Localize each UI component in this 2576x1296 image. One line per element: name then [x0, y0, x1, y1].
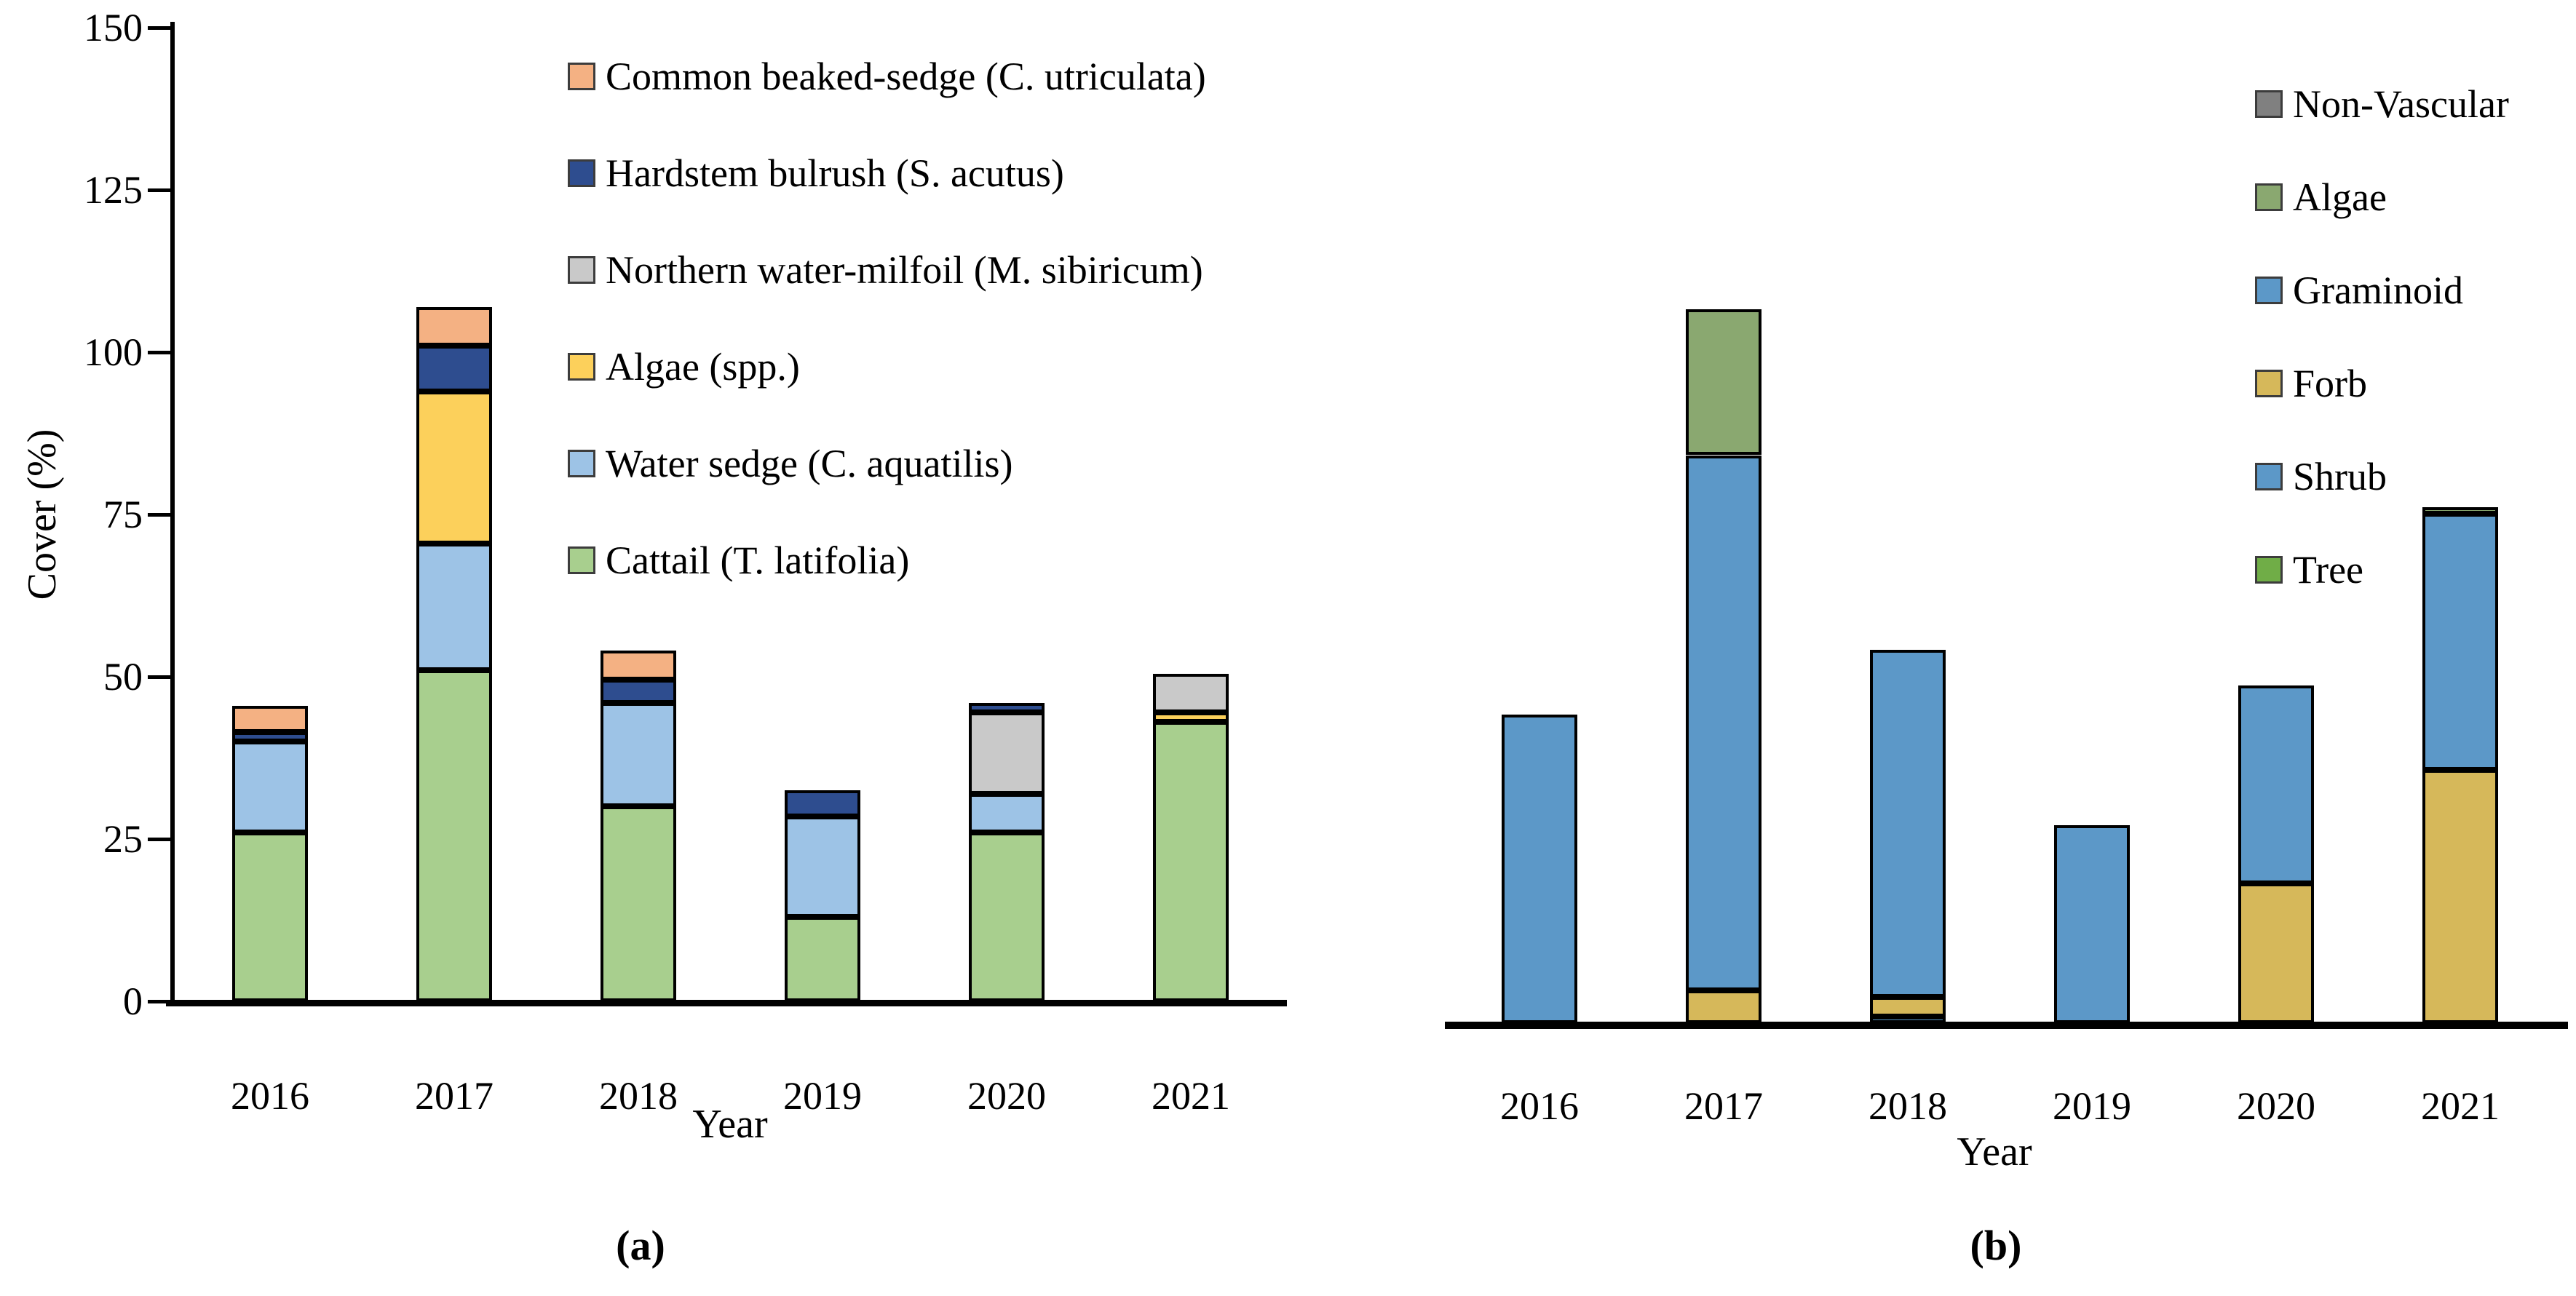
bar-segment [601, 702, 676, 807]
x-axis-title: Year [1957, 1129, 2032, 1174]
legend-label: Tree [2293, 548, 2364, 592]
legend-swatch [2255, 277, 2283, 304]
x-category-label: 2020 [967, 1074, 1046, 1118]
bar-segment [2054, 824, 2130, 1023]
bar-segment [232, 742, 308, 833]
bar-segment [1870, 997, 1946, 1017]
bar-segment [1870, 1017, 1946, 1023]
bar-segment [1153, 712, 1229, 723]
y-tick-mark [148, 188, 170, 192]
x-category-label: 2017 [415, 1074, 494, 1118]
legend-label: Shrub [2293, 455, 2387, 498]
legend-label: Algae [2293, 175, 2387, 219]
bar-segment [416, 670, 492, 1001]
x-category-label: 2021 [1152, 1074, 1230, 1118]
bar-segment [232, 832, 308, 1001]
bar-segment [416, 346, 492, 391]
x-axis-line [166, 1000, 1287, 1006]
y-tick-mark [148, 1000, 170, 1003]
bar-segment [232, 731, 308, 742]
y-axis-title: Cover (%) [20, 429, 65, 600]
bar-segment [601, 680, 676, 703]
x-category-label: 2019 [783, 1074, 862, 1118]
y-tick-mark [148, 513, 170, 517]
x-category-label: 2021 [2421, 1084, 2500, 1128]
y-tick-mark [148, 838, 170, 841]
bar-segment [2422, 770, 2498, 1023]
bar-segment [785, 917, 860, 1001]
legend-swatch [568, 256, 595, 284]
legend-label: Forb [2293, 362, 2368, 405]
bar-segment [2238, 685, 2314, 884]
y-tick-label: 50 [103, 655, 143, 699]
x-axis-title: Year [692, 1102, 768, 1147]
x-category-label: 2016 [1500, 1084, 1579, 1128]
bar-segment [969, 702, 1045, 713]
bar-segment [1870, 650, 1946, 998]
y-tick-label: 25 [103, 817, 143, 861]
bar-segment [416, 544, 492, 671]
bar-segment [1686, 990, 1761, 1023]
bar-segment [416, 391, 492, 544]
bar-segment [1153, 722, 1229, 1001]
legend-label: Hardstem bulrush (S. acutus) [606, 151, 1064, 195]
legend-swatch [568, 63, 595, 90]
legend-label: Water sedge (C. aquatilis) [606, 442, 1013, 485]
bar-segment [601, 806, 676, 1001]
y-tick-mark [148, 351, 170, 354]
bar-segment [2422, 506, 2498, 514]
bar-segment [1502, 715, 1577, 1023]
bar-segment [1686, 309, 1761, 456]
bar-segment [969, 832, 1045, 1001]
legend-swatch [2255, 370, 2283, 397]
y-tick-mark [148, 26, 170, 30]
bar-segment [232, 706, 308, 732]
legend-label: Non-Vascular [2293, 82, 2509, 126]
x-category-label: 2019 [2053, 1084, 2131, 1128]
x-category-label: 2020 [2237, 1084, 2315, 1128]
legend-swatch [2255, 463, 2283, 490]
legend-label: Graminoid [2293, 269, 2463, 312]
legend-swatch [2255, 183, 2283, 211]
bar-segment [2422, 513, 2498, 771]
x-category-label: 2018 [1868, 1084, 1947, 1128]
x-category-label: 2016 [231, 1074, 309, 1118]
x-category-label: 2018 [599, 1074, 678, 1118]
legend-swatch [568, 159, 595, 187]
bar-segment [1686, 455, 1761, 991]
bar-segment [785, 816, 860, 918]
bar-segment [416, 306, 492, 346]
legend-swatch [568, 450, 595, 477]
legend-label: Common beaked-sedge (C. utriculata) [606, 55, 1206, 98]
legend-label: Cattail (T. latifolia) [606, 538, 910, 582]
bar-segment [2238, 883, 2314, 1023]
y-tick-label: 150 [84, 6, 143, 49]
legend-swatch [2255, 90, 2283, 118]
legend-swatch [568, 546, 595, 574]
y-axis-line [170, 22, 175, 1006]
y-tick-label: 100 [84, 330, 143, 374]
bar-segment [1153, 673, 1229, 713]
bar-segment [969, 793, 1045, 833]
x-axis-line [1445, 1022, 2568, 1029]
panel-caption: (b) [1970, 1222, 2022, 1269]
y-tick-mark [148, 675, 170, 679]
legend-swatch [2255, 556, 2283, 584]
legend-label: Northern water-milfoil (M. sibiricum) [606, 248, 1203, 292]
bar-segment [601, 651, 676, 680]
legend-label: Algae (spp.) [606, 345, 800, 389]
x-category-label: 2017 [1684, 1084, 1763, 1128]
bar-segment [969, 712, 1045, 794]
legend-swatch [568, 353, 595, 381]
bar-segment [785, 790, 860, 816]
y-tick-label: 0 [123, 979, 143, 1023]
y-tick-label: 125 [84, 168, 143, 212]
y-tick-label: 75 [103, 493, 143, 536]
panel-caption: (a) [616, 1222, 665, 1269]
